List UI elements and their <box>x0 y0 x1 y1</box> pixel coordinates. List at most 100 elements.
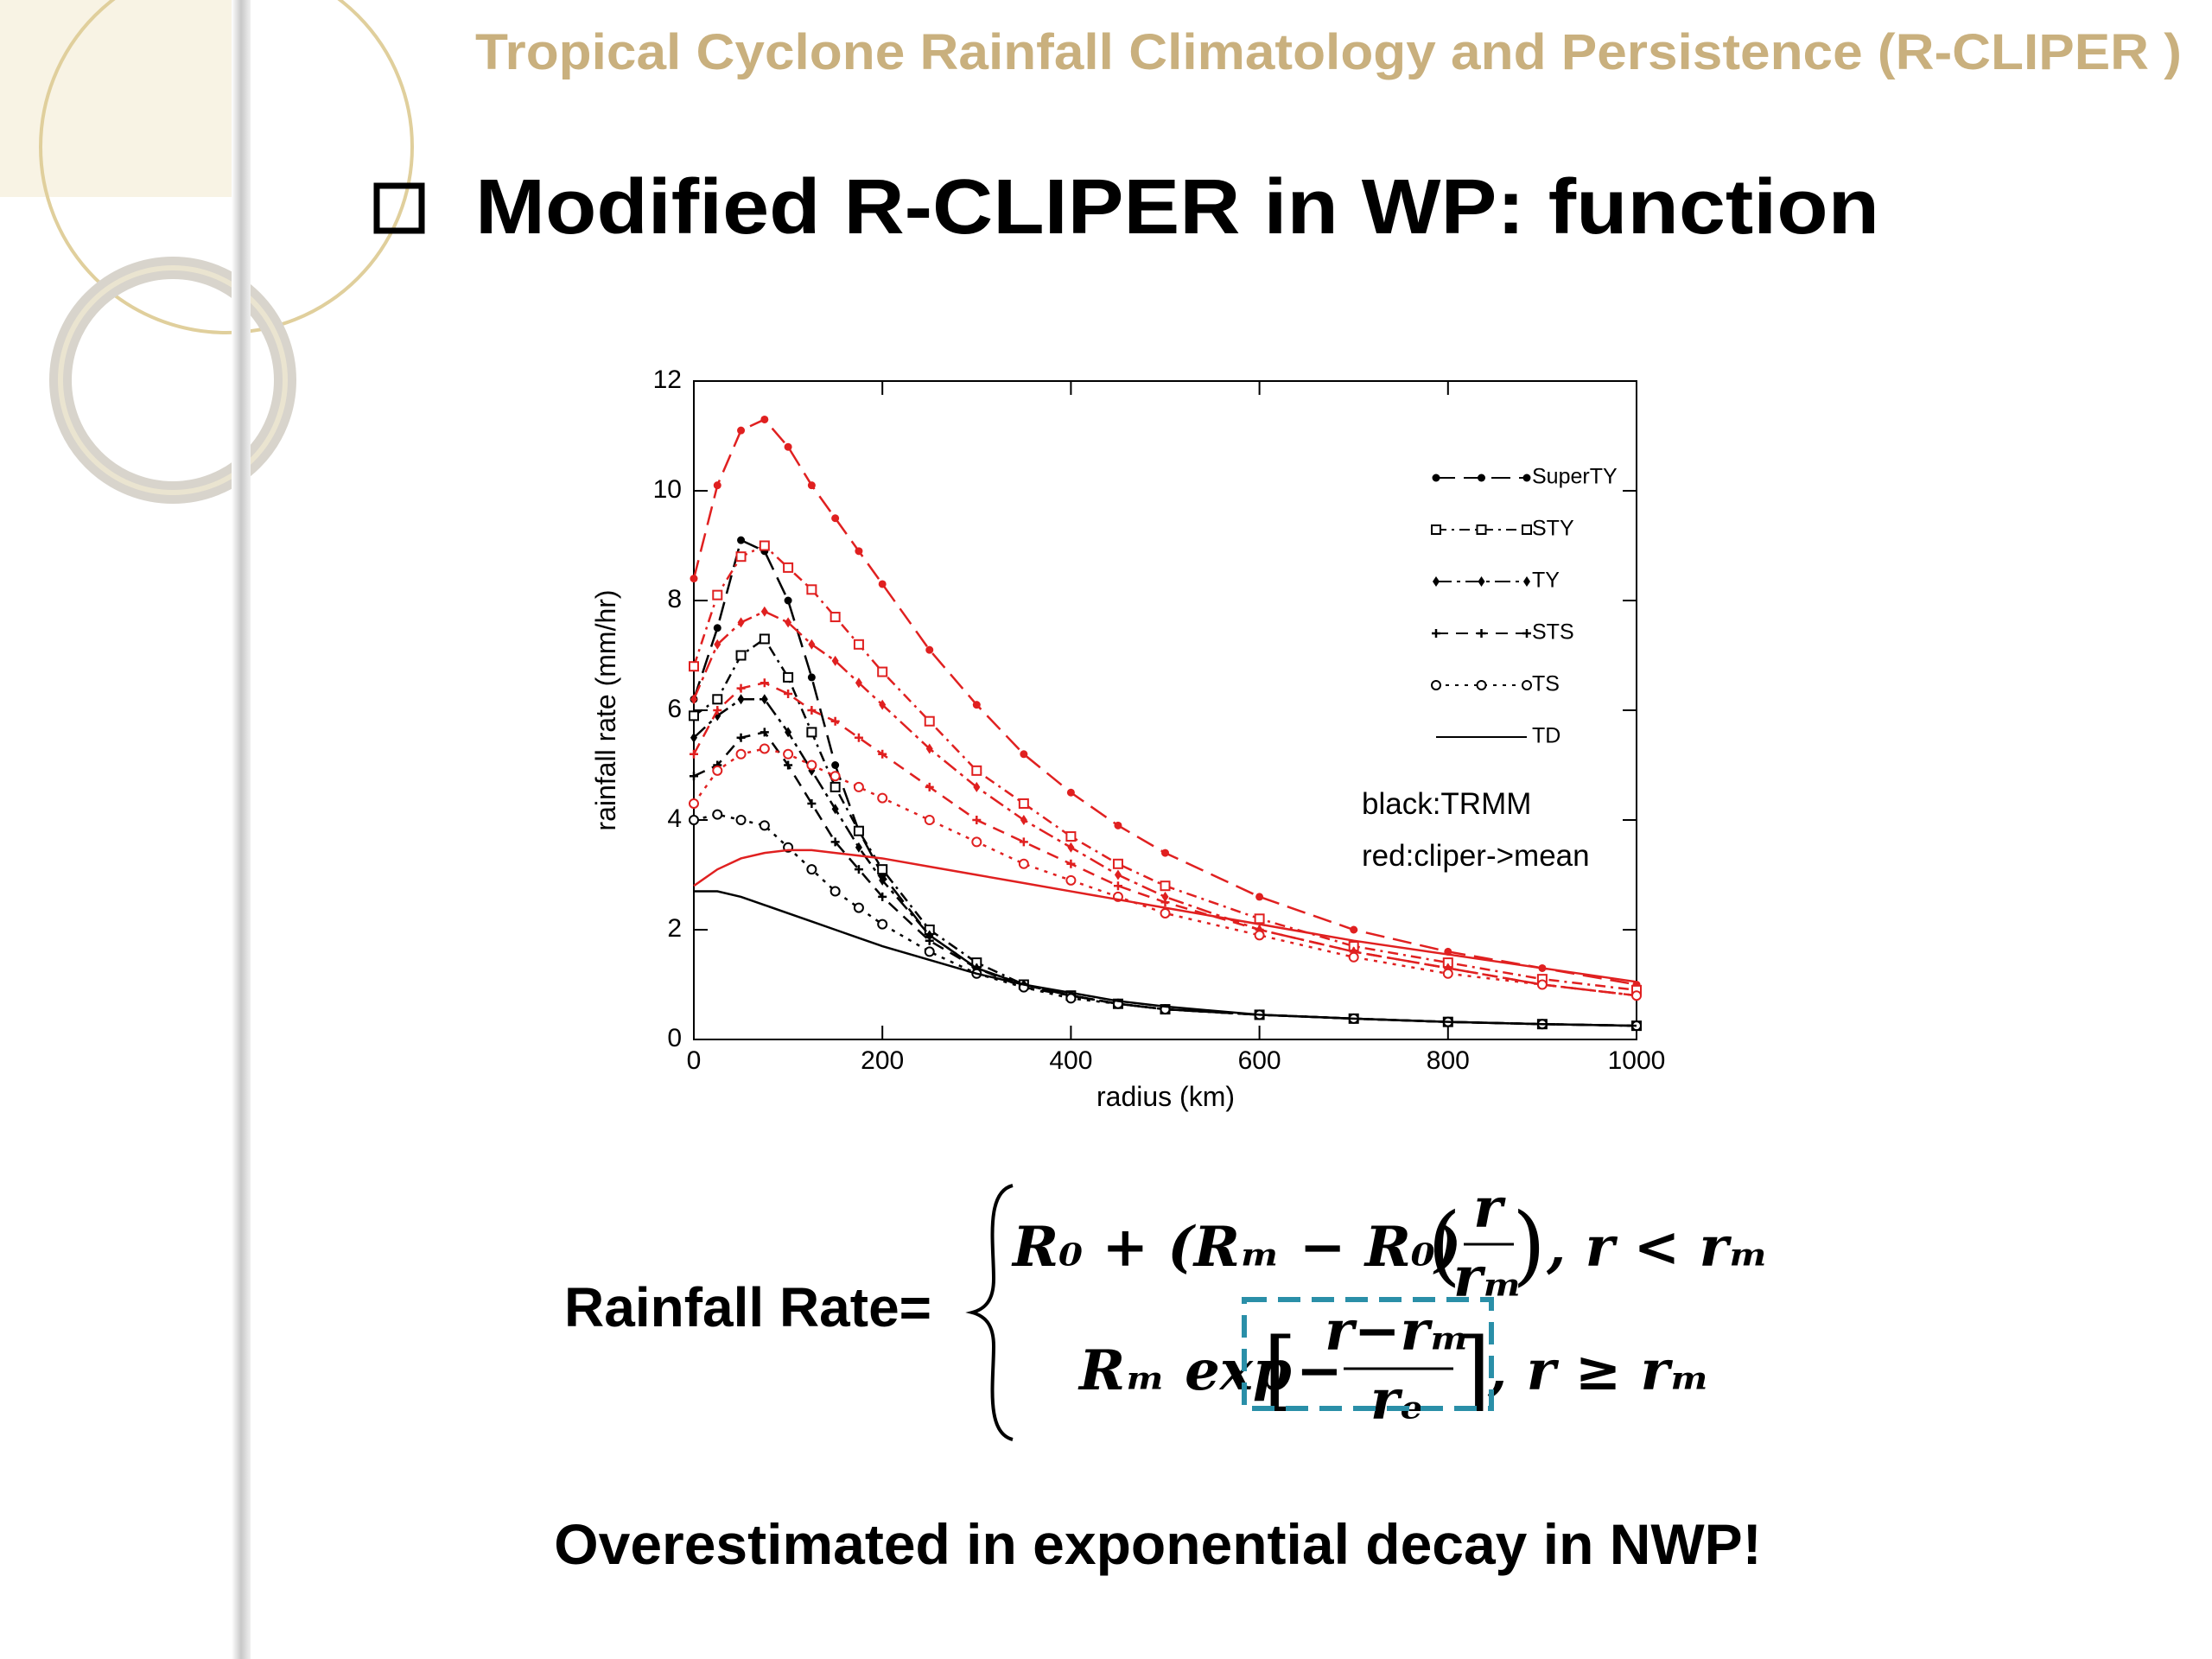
marker <box>806 584 817 595</box>
marker <box>1433 576 1440 587</box>
marker <box>1523 576 1530 587</box>
y-tick-label: 6 <box>667 695 682 723</box>
marker <box>807 673 816 682</box>
marker <box>1160 898 1170 907</box>
marker <box>806 760 817 771</box>
decoration <box>0 0 414 1659</box>
marker <box>806 727 817 738</box>
marker <box>1477 629 1486 638</box>
marker <box>1348 951 1359 963</box>
marker <box>1160 907 1171 918</box>
y-tick-label: 0 <box>667 1024 682 1052</box>
marker <box>712 694 723 705</box>
series-line <box>692 417 1637 986</box>
marker <box>878 749 887 759</box>
x-tick-label: 1000 <box>1608 1046 1666 1075</box>
x-tick-label: 200 <box>861 1046 904 1075</box>
marker <box>712 809 723 820</box>
bullet <box>373 182 425 234</box>
heading: Modified R-CLIPER in WP: function <box>475 164 1879 251</box>
marker <box>855 842 862 853</box>
formula-condition: , r < rₘ <box>1546 1215 1769 1280</box>
marker <box>853 639 864 650</box>
marker <box>784 596 792 605</box>
marker <box>1350 925 1358 934</box>
marker <box>831 804 839 815</box>
marker <box>760 694 768 705</box>
highlight-box <box>1242 1297 1494 1411</box>
legend-label: STS <box>1532 620 1574 645</box>
marker <box>759 633 770 645</box>
formula: Rainfall Rate= R₀ + (Rₘ − R₀) ( r rₘ ) ,… <box>564 1176 1769 1441</box>
marker <box>1114 869 1122 880</box>
marker <box>1020 750 1028 759</box>
marker <box>1478 576 1485 587</box>
marker <box>760 606 768 617</box>
marker <box>1522 524 1532 535</box>
series-line <box>692 544 1637 992</box>
legend-label: TS <box>1532 672 1560 696</box>
marker <box>1161 849 1169 857</box>
marker <box>760 728 769 737</box>
marker <box>713 706 722 715</box>
marker <box>1019 837 1028 847</box>
slide-title: Tropical Cyclone Rainfall Climatology an… <box>475 24 2182 80</box>
marker <box>830 837 840 847</box>
marker <box>1254 930 1265 941</box>
marker <box>855 547 863 556</box>
marker <box>807 481 816 490</box>
formula-denominator: rₑ <box>1370 1368 1424 1433</box>
marker <box>1431 524 1441 535</box>
series-line <box>693 813 1637 1027</box>
marker <box>1476 524 1487 535</box>
marker <box>736 733 746 742</box>
series-line <box>694 890 1637 1027</box>
marker <box>971 765 982 776</box>
marker <box>807 706 817 715</box>
marker <box>759 820 770 831</box>
marker <box>853 825 864 836</box>
marker <box>1255 893 1264 901</box>
y-tick-label: 4 <box>667 804 682 833</box>
formula-numerator: r−rₘ <box>1325 1299 1470 1363</box>
marker <box>925 743 933 754</box>
marker <box>1020 815 1027 825</box>
series-line <box>692 681 1637 997</box>
x-tick-label: 400 <box>1049 1046 1092 1075</box>
marker <box>1522 680 1532 690</box>
marker <box>1112 858 1123 869</box>
marker <box>831 655 839 666</box>
formula-sign: − <box>1296 1338 1343 1403</box>
chart: radius (km) rainfall rate (mm/hr) black:… <box>590 365 1665 1112</box>
marker <box>879 874 887 886</box>
marker <box>735 650 747 661</box>
marker <box>737 617 745 628</box>
marker <box>807 798 817 808</box>
marker <box>925 936 934 945</box>
marker <box>854 865 863 874</box>
marker <box>1431 680 1441 690</box>
marker <box>784 760 793 770</box>
bracket: ] <box>1457 1319 1491 1421</box>
paren: ) <box>1512 1194 1546 1295</box>
marker <box>784 442 792 451</box>
y-axis-label: rainfall rate (mm/hr) <box>590 589 621 830</box>
marker <box>1065 831 1077 842</box>
marker <box>830 716 840 726</box>
x-axis-label: radius (km) <box>1096 1081 1235 1112</box>
x-tick-label: 600 <box>1238 1046 1281 1075</box>
annotation: black:TRMM <box>1362 787 1531 821</box>
marker <box>690 732 697 743</box>
y-tick-label: 12 <box>653 365 682 394</box>
marker <box>925 782 934 791</box>
marker <box>784 689 793 698</box>
marker <box>1536 979 1548 990</box>
marker <box>760 678 769 688</box>
paren: ( <box>1427 1194 1461 1295</box>
marker <box>1114 821 1122 830</box>
marker <box>877 792 888 804</box>
marker <box>854 733 863 742</box>
marker <box>1066 859 1076 868</box>
legend-label: TY <box>1532 569 1560 593</box>
